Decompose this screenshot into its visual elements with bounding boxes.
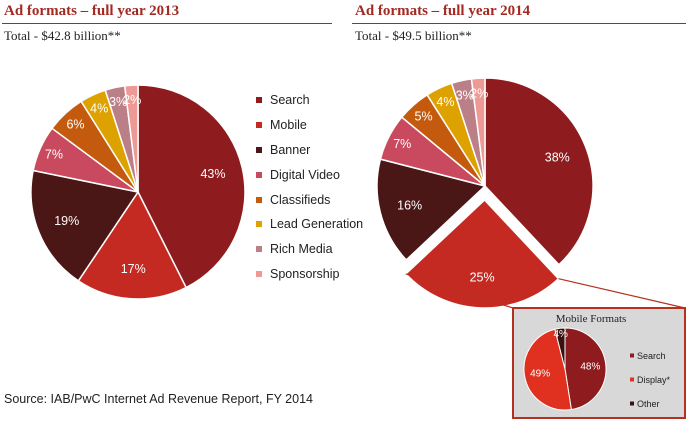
legend-label: Mobile bbox=[270, 118, 307, 133]
pie-2014-label-rich-media: 3% bbox=[456, 88, 474, 102]
pie-2014-slice-sponsorship bbox=[470, 77, 486, 187]
pie-2014-slice-search bbox=[484, 77, 594, 266]
total-2013: Total - $42.8 billion** bbox=[4, 28, 121, 43]
legend-item-classifieds: Classifieds bbox=[256, 187, 363, 212]
legend: Search Mobile Banner Digital Video Classifie… bbox=[256, 88, 363, 286]
mobile-pie-slice-search bbox=[564, 327, 607, 411]
legend-swatch bbox=[256, 146, 262, 153]
pie-2013-label-lead-generation: 4% bbox=[90, 102, 108, 116]
legend-item-mobile: Mobile bbox=[256, 113, 363, 138]
mobile-pie-label-search: 48% bbox=[580, 362, 600, 373]
chart-title-2013: Ad formats – full year 2013 bbox=[4, 3, 180, 19]
pie-2014-label-search: 38% bbox=[545, 150, 570, 164]
legend-swatch bbox=[256, 221, 262, 228]
pie-2013-slice-mobile bbox=[77, 191, 187, 300]
legend-label: Banner bbox=[270, 142, 311, 157]
mobile-legend-swatch-search bbox=[630, 353, 634, 358]
legend-item-banner: Banner bbox=[256, 138, 363, 163]
legend-item-rich-media: Rich Media bbox=[256, 237, 363, 262]
pie-2014-label-classifieds: 5% bbox=[415, 109, 433, 123]
pie-2014-label-digital-video: 7% bbox=[393, 137, 411, 151]
pie-2013-label-sponsorship: 2% bbox=[123, 93, 141, 107]
pie-2013-slice-search bbox=[137, 84, 246, 289]
legend-swatch bbox=[256, 171, 262, 178]
mobile-formats-inset: Mobile Formats 48% 49% 4% Search Display* Othe… bbox=[512, 307, 686, 419]
legend-label: Sponsorship bbox=[270, 266, 340, 281]
connector-line-right bbox=[558, 278, 686, 309]
inset-connector bbox=[405, 273, 686, 309]
legend-label: Lead Generation bbox=[270, 217, 364, 232]
pie-2014-slice-banner bbox=[376, 158, 486, 261]
mobile-pie-slice-other bbox=[554, 327, 566, 370]
pie-2013-label-search: 43% bbox=[200, 167, 225, 181]
pie-2013-label-banner: 19% bbox=[54, 214, 79, 228]
pie-2014-label-banner: 16% bbox=[397, 198, 422, 212]
mobile-legend-swatch-display bbox=[630, 377, 634, 382]
title-rule-2014 bbox=[352, 23, 686, 24]
mobile-pie-label-display: 49% bbox=[530, 369, 550, 380]
pie-2014-label-lead-generation: 4% bbox=[436, 95, 454, 109]
total-2014: Total - $49.5 billion** bbox=[355, 28, 472, 43]
pie-2013-label-mobile: 17% bbox=[121, 262, 146, 276]
mobile-legend-label-display: Display* bbox=[637, 375, 671, 385]
mobile-legend-label-other: Other bbox=[637, 399, 660, 409]
legend-swatch bbox=[256, 122, 262, 129]
title-rule-2013 bbox=[2, 23, 332, 24]
pie-2013-label-rich-media: 3% bbox=[109, 95, 127, 109]
pie-2013-label-classifieds: 6% bbox=[66, 117, 84, 131]
legend-item-sponsorship: Sponsorship bbox=[256, 262, 363, 287]
chart-title-2014: Ad formats – full year 2014 bbox=[355, 3, 531, 19]
pie-2013: 43% 17% 19% 7% 6% 4% 3%2% bbox=[30, 84, 246, 300]
mobile-legend-label-search: Search bbox=[637, 351, 666, 361]
legend-label: Digital Video bbox=[270, 167, 340, 182]
legend-item-search: Search bbox=[256, 88, 363, 113]
mobile-pie-label-other: 4% bbox=[553, 329, 568, 340]
pie-2014: 38% 25% 16% 7% 5%4% 3%2% bbox=[376, 77, 594, 309]
legend-label: Classifieds bbox=[270, 192, 331, 207]
pie-2013-slice-banner bbox=[30, 169, 139, 282]
legend-label: Search bbox=[270, 93, 310, 108]
legend-item-digital-video: Digital Video bbox=[256, 162, 363, 187]
inset-title: Mobile Formats bbox=[556, 313, 627, 325]
mobile-legend-swatch-other bbox=[630, 401, 634, 406]
pie-2014-label-mobile: 25% bbox=[470, 271, 495, 285]
pie-2013-slice-sponsorship bbox=[123, 84, 139, 193]
legend-item-lead-generation: Lead Generation bbox=[256, 212, 363, 237]
legend-swatch bbox=[256, 97, 262, 104]
source-note: Source: IAB/PwC Internet Ad Revenue Repo… bbox=[4, 392, 313, 406]
pie-2014-slice-mobile bbox=[405, 199, 560, 309]
legend-label: Rich Media bbox=[270, 242, 333, 257]
pie-2014-label-sponsorship: 2% bbox=[470, 86, 488, 100]
legend-swatch bbox=[256, 246, 262, 253]
legend-swatch bbox=[256, 196, 262, 203]
pie-2013-label-digital-video: 7% bbox=[45, 147, 63, 161]
legend-swatch bbox=[256, 270, 262, 277]
connector-line-left bbox=[405, 273, 514, 309]
